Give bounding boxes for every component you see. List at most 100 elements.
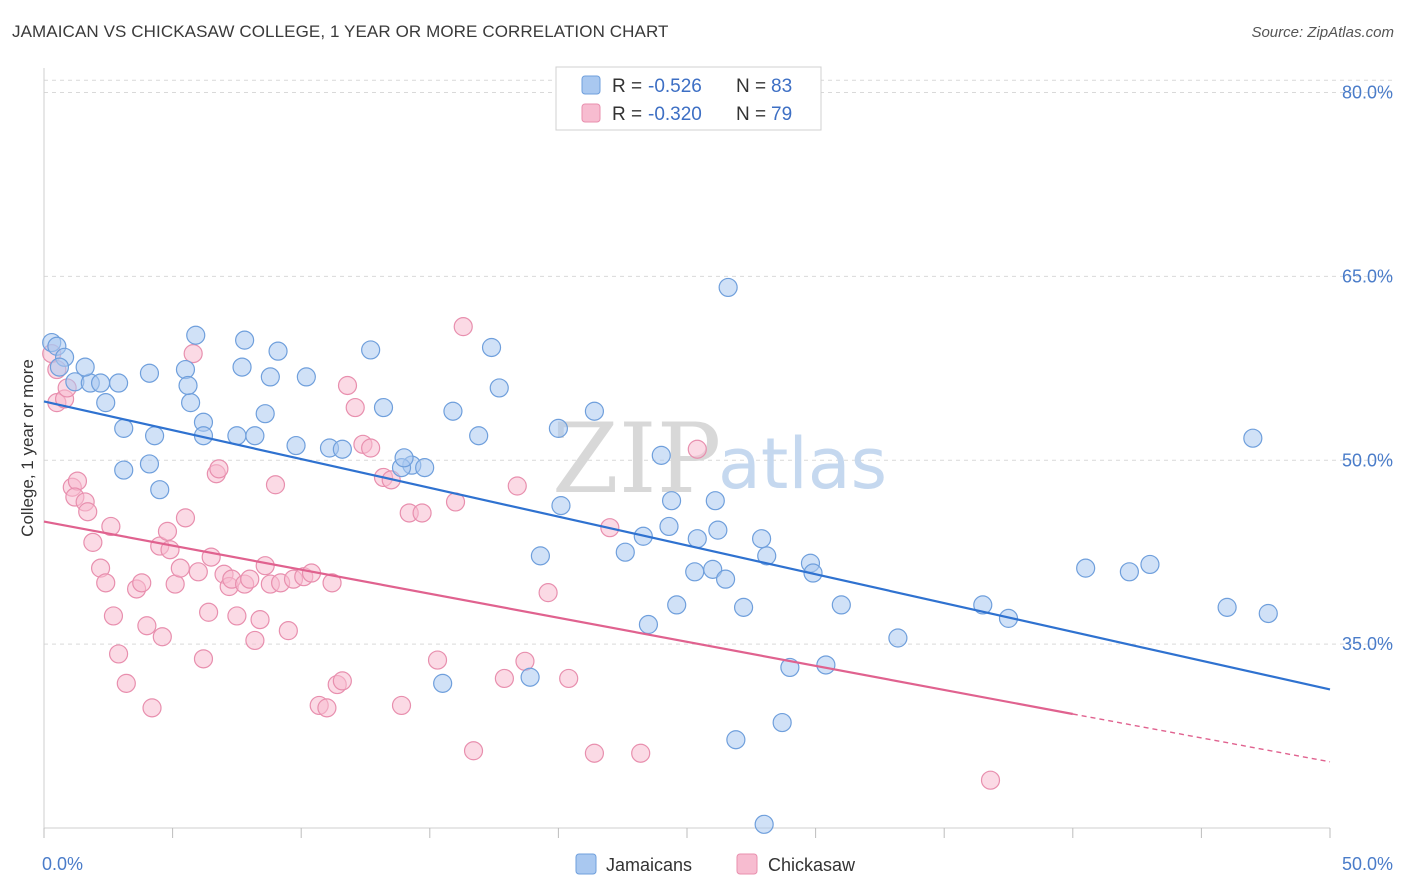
chickasaw-point	[412, 503, 432, 523]
chickasaw-point	[278, 621, 298, 641]
jamaican-point	[1217, 597, 1237, 617]
x-tick-label: 50.0%	[1342, 854, 1393, 874]
y-tick-labels: 35.0% 50.0% 65.0% 80.0%	[1342, 83, 1393, 655]
jamaican-point	[530, 546, 550, 566]
top-legend: R = -0.526 N = 83 R = -0.320 N = 79	[555, 66, 822, 131]
jamaican-point	[469, 426, 489, 446]
jamaican-point	[139, 454, 160, 474]
jamaican-point	[394, 448, 414, 468]
jamaican-point	[772, 712, 792, 733]
jamaican-point	[268, 341, 288, 361]
jamaican-point	[178, 375, 198, 396]
legend-r-label: R =	[612, 76, 642, 97]
watermark: ZIP atlas	[552, 403, 887, 515]
jamaican-point	[235, 330, 255, 350]
jamaican-point	[757, 546, 777, 566]
chickasaw-point	[559, 668, 579, 689]
legend-n-label: N =	[736, 104, 766, 125]
jamaican-point	[1119, 562, 1139, 582]
chart-title: JAMAICAN VS CHICKASAW COLLEGE, 1 YEAR OR…	[12, 22, 669, 41]
chickasaw-point	[188, 562, 208, 582]
jamaican-point	[96, 393, 116, 413]
jamaican-point	[754, 814, 774, 834]
chickasaw-point	[142, 698, 162, 718]
bottom-legend-jamaicans: Jamaicans	[606, 855, 692, 875]
chickasaw-trend-extension	[1072, 713, 1331, 763]
y-tick-label: 35.0%	[1342, 634, 1393, 654]
chickasaw-point	[165, 574, 185, 594]
jamaican-point	[1140, 554, 1160, 575]
jamaican-point	[638, 614, 659, 635]
legend-n-value: 83	[771, 76, 792, 97]
chickasaw-point	[361, 438, 381, 458]
chickasaw-point	[157, 521, 178, 541]
chickasaw-point	[67, 471, 88, 491]
chickasaw-point	[227, 606, 247, 626]
chickasaw-point	[980, 770, 1001, 790]
jamaican-point	[443, 401, 463, 421]
chickasaw-point	[631, 743, 651, 763]
chickasaw-point	[453, 317, 473, 337]
jamaican-point	[296, 367, 316, 387]
chickasaw-point	[137, 616, 157, 636]
jamaican-point	[433, 673, 453, 693]
legend-n-label: N =	[736, 76, 766, 97]
x-ticks	[43, 828, 1331, 838]
jamaican-point	[227, 426, 247, 446]
chickasaw-point	[101, 516, 121, 537]
jamaican-point	[703, 559, 723, 579]
jamaican-point	[90, 373, 111, 393]
legend-swatch-jamaicans	[581, 75, 601, 95]
jamaican-point	[232, 357, 252, 377]
legend-swatch-chickasaw	[581, 103, 601, 123]
jamaican-point	[520, 667, 540, 687]
chickasaw-point	[83, 532, 103, 552]
chickasaw-point	[170, 558, 190, 578]
chickasaw-point	[132, 573, 152, 593]
jamaican-point	[481, 337, 502, 358]
chickasaw-point	[584, 743, 605, 763]
chickasaw-point	[322, 573, 342, 593]
chickasaw-point	[78, 502, 98, 522]
y-tick-label: 65.0%	[1342, 266, 1393, 286]
bottom-legend-swatch-jamaicans	[575, 853, 597, 875]
chickasaw-point	[317, 698, 337, 718]
trend-lines	[43, 400, 1331, 763]
jamaican-point	[361, 340, 381, 360]
jamaican-point	[286, 435, 306, 456]
jamaican-point	[489, 378, 509, 398]
chickasaw-point	[345, 397, 365, 418]
jamaican-point	[831, 595, 851, 615]
chickasaw-point	[332, 671, 352, 691]
jamaican-point	[659, 516, 679, 537]
jamaican-point	[260, 367, 280, 387]
jamaicans-trend-line	[43, 400, 1331, 691]
y-axis-title: College, 1 year or more	[18, 359, 37, 537]
jamaican-point	[705, 491, 725, 511]
jamaican-point	[49, 357, 70, 377]
jamaican-point	[255, 404, 275, 424]
chickasaw-point	[240, 569, 260, 589]
bottom-legend-chickasaw: Chickasaw	[768, 855, 856, 875]
legend-r-value: -0.320	[648, 104, 702, 125]
jamaican-point	[373, 397, 394, 418]
chickasaw-point	[507, 476, 527, 496]
chickasaw-point	[175, 508, 196, 528]
jamaican-point	[139, 363, 160, 383]
x-tick-labels: 0.0% 50.0%	[42, 854, 1393, 874]
chickasaw-point	[245, 630, 265, 651]
jamaican-point	[651, 445, 671, 465]
jamaican-point	[245, 426, 265, 446]
jamaican-point	[667, 595, 687, 615]
chickasaw-point	[391, 695, 412, 716]
jamaican-point	[175, 359, 196, 380]
chickasaw-point	[116, 673, 136, 693]
jamaican-point	[708, 520, 728, 540]
chickasaw-point	[250, 610, 270, 630]
jamaican-point	[186, 325, 206, 345]
jamaican-point	[548, 418, 569, 438]
chickasaw-point	[337, 375, 358, 396]
jamaican-point	[584, 401, 605, 421]
jamaican-point	[726, 730, 746, 750]
jamaican-point	[733, 597, 754, 617]
